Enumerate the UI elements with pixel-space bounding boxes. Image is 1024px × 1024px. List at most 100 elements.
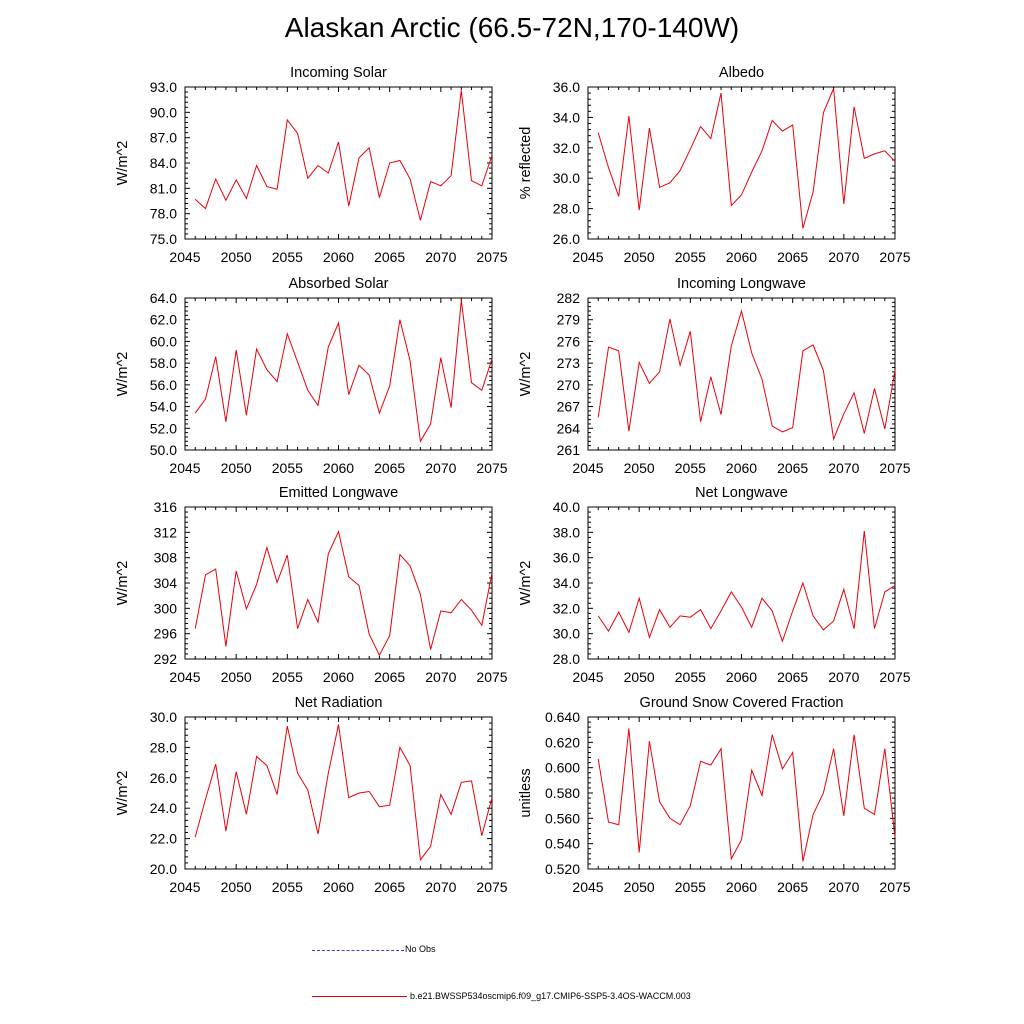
series-line <box>597 309 896 441</box>
x-tick-label: 2065 <box>374 669 405 685</box>
x-tick-label: 2065 <box>777 669 808 685</box>
y-tick-label: 78.0 <box>150 206 177 222</box>
y-tick-label: 0.600 <box>545 760 580 776</box>
chart-title: Net Radiation <box>295 695 383 711</box>
legend-model-line <box>312 996 407 997</box>
y-tick-label: 81.0 <box>150 180 177 196</box>
y-tick-label: 312 <box>154 524 178 540</box>
x-tick-label: 2055 <box>675 669 706 685</box>
x-tick-label: 2050 <box>624 669 655 685</box>
x-tick-label: 2060 <box>726 249 757 265</box>
x-tick-label: 2050 <box>221 460 252 476</box>
x-tick-label: 2045 <box>169 669 200 685</box>
y-tick-label: 22.0 <box>150 831 177 847</box>
y-tick-label: 0.620 <box>545 734 580 750</box>
y-tick-label: 308 <box>154 550 178 566</box>
y-tick-label: 36.0 <box>553 550 580 566</box>
x-tick-label: 2075 <box>476 879 507 895</box>
plot-frame <box>184 506 493 660</box>
x-tick-label: 2055 <box>272 249 303 265</box>
x-tick-label: 2075 <box>476 249 507 265</box>
x-tick-label: 2060 <box>726 669 757 685</box>
y-tick-label: 26.0 <box>553 231 580 247</box>
y-tick-label: 28.0 <box>553 651 580 667</box>
y-axis-label: W/m^2 <box>115 561 131 606</box>
y-tick-label: 64.0 <box>150 290 177 306</box>
y-tick-label: 0.560 <box>545 810 580 826</box>
chart-panel-0: Incoming Solar W/m^2 2045 2050 2055 2060 2065 2… <box>115 65 508 265</box>
y-axis-label: W/m^2 <box>518 352 534 397</box>
x-tick-label: 2045 <box>572 879 603 895</box>
x-tick-label: 2050 <box>624 879 655 895</box>
y-tick-label: 0.520 <box>545 861 580 877</box>
y-tick-label: 36.0 <box>553 79 580 95</box>
x-tick-label: 2070 <box>828 879 859 895</box>
y-tick-label: 32.0 <box>553 140 580 156</box>
y-tick-label: 30.0 <box>553 170 580 186</box>
x-tick-label: 2075 <box>476 460 507 476</box>
y-tick-label: 0.640 <box>545 709 580 725</box>
x-tick-label: 2065 <box>777 460 808 476</box>
x-tick-label: 2045 <box>572 460 603 476</box>
chart-title: Albedo <box>719 65 764 81</box>
legend-obs-line <box>312 950 404 951</box>
x-tick-label: 2075 <box>879 669 910 685</box>
x-tick-label: 2045 <box>169 879 200 895</box>
chart-title: Absorbed Solar <box>289 276 389 292</box>
y-tick-label: 0.580 <box>545 785 580 801</box>
y-tick-label: 32.0 <box>553 600 580 616</box>
chart-title: Ground Snow Covered Fraction <box>640 695 844 711</box>
chart-title: Incoming Solar <box>290 65 387 81</box>
chart-panel-4: Emitted Longwave W/m^2 2045 2050 2055 2060 206… <box>115 485 508 685</box>
y-tick-label: 40.0 <box>553 499 580 515</box>
y-tick-label: 58.0 <box>150 355 177 371</box>
y-tick-label: 28.0 <box>150 739 177 755</box>
y-axis-label: unitless <box>518 768 534 817</box>
plot-frame <box>587 506 896 660</box>
y-tick-label: 0.540 <box>545 836 580 852</box>
y-tick-label: 34.0 <box>553 575 580 591</box>
chart-panel-7: Ground Snow Covered Fraction unitless 2045… <box>518 695 911 895</box>
y-tick-label: 52.0 <box>150 420 177 436</box>
y-tick-label: 54.0 <box>150 399 177 415</box>
y-tick-label: 30.0 <box>553 626 580 642</box>
y-tick-label: 270 <box>557 377 581 393</box>
x-tick-label: 2050 <box>221 879 252 895</box>
y-tick-label: 264 <box>557 420 581 436</box>
series-line <box>194 90 493 221</box>
y-tick-label: 296 <box>154 626 178 642</box>
chart-panel-3: Incoming Longwave W/m^2 2045 2050 2055 2060 20… <box>518 276 911 476</box>
x-tick-label: 2060 <box>323 460 354 476</box>
y-tick-label: 316 <box>154 499 178 515</box>
x-tick-label: 2045 <box>169 460 200 476</box>
x-tick-label: 2050 <box>624 249 655 265</box>
series-line <box>597 88 896 229</box>
legend-obs-label: No Obs <box>405 944 436 954</box>
y-tick-label: 30.0 <box>150 709 177 725</box>
x-tick-label: 2065 <box>777 879 808 895</box>
y-tick-label: 282 <box>557 290 581 306</box>
x-tick-label: 2065 <box>374 460 405 476</box>
y-tick-label: 273 <box>557 355 581 371</box>
x-tick-label: 2055 <box>675 879 706 895</box>
y-tick-label: 50.0 <box>150 442 177 458</box>
y-tick-label: 28.0 <box>553 201 580 217</box>
x-tick-label: 2060 <box>726 460 757 476</box>
chart-title: Incoming Longwave <box>677 276 806 292</box>
chart-title: Emitted Longwave <box>279 485 398 501</box>
y-tick-label: 60.0 <box>150 333 177 349</box>
x-tick-label: 2070 <box>425 249 456 265</box>
x-tick-label: 2050 <box>624 460 655 476</box>
plot-frame <box>587 297 896 451</box>
x-tick-label: 2075 <box>879 460 910 476</box>
y-tick-label: 75.0 <box>150 231 177 247</box>
y-tick-label: 292 <box>154 651 178 667</box>
y-tick-label: 93.0 <box>150 79 177 95</box>
x-tick-label: 2065 <box>374 249 405 265</box>
x-tick-label: 2060 <box>323 669 354 685</box>
y-tick-label: 267 <box>557 399 581 415</box>
series-line <box>194 724 493 862</box>
series-line <box>597 728 896 862</box>
y-tick-label: 261 <box>557 442 581 458</box>
x-tick-label: 2075 <box>879 879 910 895</box>
